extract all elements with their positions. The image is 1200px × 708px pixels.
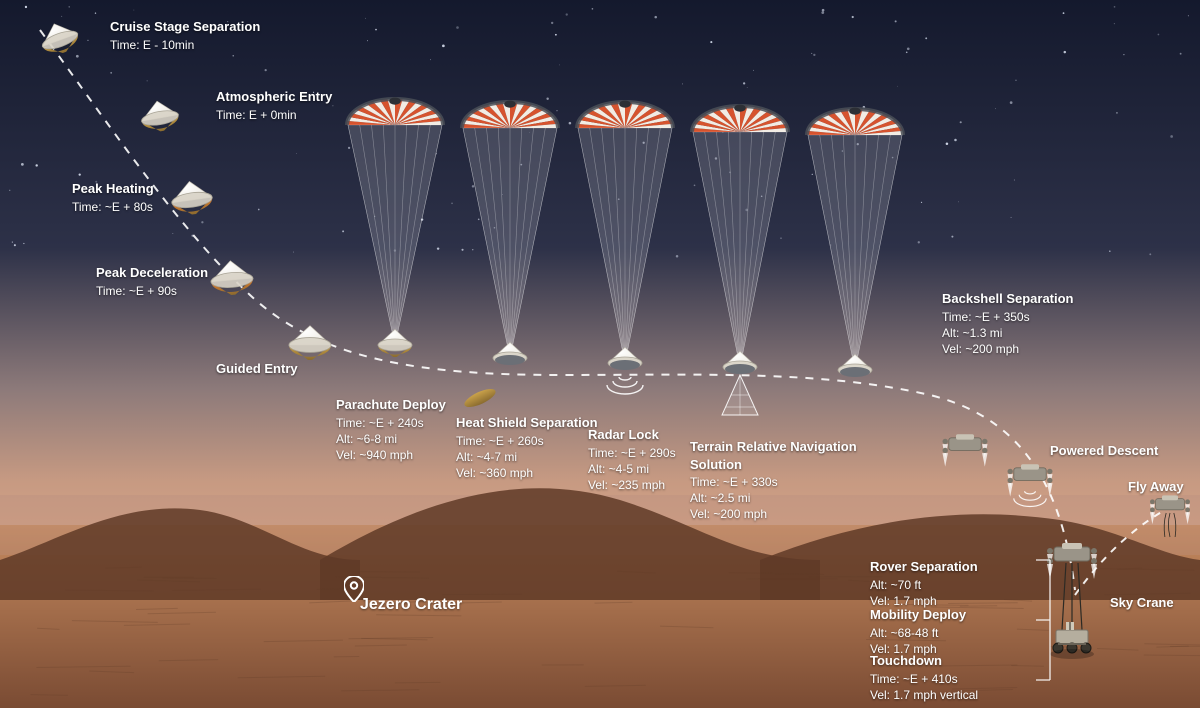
label-line: Vel: ~235 mph: [588, 477, 676, 493]
label-line: Vel: ~940 mph: [336, 447, 446, 463]
label-shield_sep: Heat Shield SeparationTime: ~E + 260sAlt…: [456, 414, 598, 481]
label-line: Time: ~E + 330s: [690, 474, 860, 490]
label-title: Heat Shield Separation: [456, 414, 598, 432]
site-label: Jezero Crater: [360, 596, 462, 614]
label-touchdown: TouchdownTime: ~E + 410sVel: 1.7 mph ver…: [870, 652, 978, 703]
edl-diagram: Cruise Stage SeparationTime: E - 10min At…: [0, 0, 1200, 708]
label-line: Alt: ~6-8 mi: [336, 431, 446, 447]
label-trn: Terrain Relative Navigation SolutionTime…: [690, 438, 860, 523]
label-flyaway: Fly Away: [1128, 478, 1184, 497]
label-line: Vel: 1.7 mph vertical: [870, 687, 978, 703]
label-peak_decel: Peak DecelerationTime: ~E + 90s: [96, 264, 208, 299]
label-title: Cruise Stage Separation: [110, 18, 260, 36]
label-mobility: Mobility DeployAlt: ~68-48 ftVel: 1.7 mp…: [870, 606, 966, 657]
label-title: Backshell Separation: [942, 290, 1074, 308]
label-title: Powered Descent: [1050, 442, 1158, 460]
label-line: Alt: ~1.3 mi: [942, 325, 1074, 341]
label-line: Vel: ~360 mph: [456, 465, 598, 481]
label-rover_sep: Rover SeparationAlt: ~70 ftVel: 1.7 mph: [870, 558, 978, 609]
label-backshell: Backshell SeparationTime: ~E + 350sAlt: …: [942, 290, 1074, 357]
label-line: Time: ~E + 240s: [336, 415, 446, 431]
label-radar: Radar LockTime: ~E + 290sAlt: ~4-5 miVel…: [588, 426, 676, 493]
label-title: Touchdown: [870, 652, 978, 670]
label-line: Time: ~E + 90s: [96, 283, 208, 299]
label-line: Time: E + 0min: [216, 107, 332, 123]
label-line: Time: ~E + 410s: [870, 671, 978, 687]
label-line: Time: ~E + 80s: [72, 199, 154, 215]
label-powered: Powered Descent: [1050, 442, 1158, 461]
label-deploy: Parachute DeployTime: ~E + 240sAlt: ~6-8…: [336, 396, 446, 463]
label-line: Alt: ~70 ft: [870, 577, 978, 593]
label-cruise: Cruise Stage SeparationTime: E - 10min: [110, 18, 260, 53]
label-line: Alt: ~2.5 mi: [690, 490, 860, 506]
label-title: Rover Separation: [870, 558, 978, 576]
label-title: Guided Entry: [216, 360, 298, 378]
label-title: Terrain Relative Navigation Solution: [690, 438, 860, 473]
label-line: Alt: ~4-5 mi: [588, 461, 676, 477]
label-title: Peak Heating: [72, 180, 154, 198]
label-title: Parachute Deploy: [336, 396, 446, 414]
label-skycrane: Sky Crane: [1110, 594, 1174, 613]
label-guided: Guided Entry: [216, 360, 298, 379]
label-line: Time: ~E + 260s: [456, 433, 598, 449]
label-title: Sky Crane: [1110, 594, 1174, 612]
label-line: Vel: ~200 mph: [690, 506, 860, 522]
label-title: Radar Lock: [588, 426, 676, 444]
label-peak_heating: Peak HeatingTime: ~E + 80s: [72, 180, 154, 215]
label-title: Mobility Deploy: [870, 606, 966, 624]
label-line: Time: ~E + 350s: [942, 309, 1074, 325]
label-line: Alt: ~68-48 ft: [870, 625, 966, 641]
label-line: Time: E - 10min: [110, 37, 260, 53]
label-line: Time: ~E + 290s: [588, 445, 676, 461]
label-line: Alt: ~4-7 mi: [456, 449, 598, 465]
label-entry: Atmospheric EntryTime: E + 0min: [216, 88, 332, 123]
label-line: Vel: ~200 mph: [942, 341, 1074, 357]
label-title: Fly Away: [1128, 478, 1184, 496]
label-title: Atmospheric Entry: [216, 88, 332, 106]
label-title: Peak Deceleration: [96, 264, 208, 282]
